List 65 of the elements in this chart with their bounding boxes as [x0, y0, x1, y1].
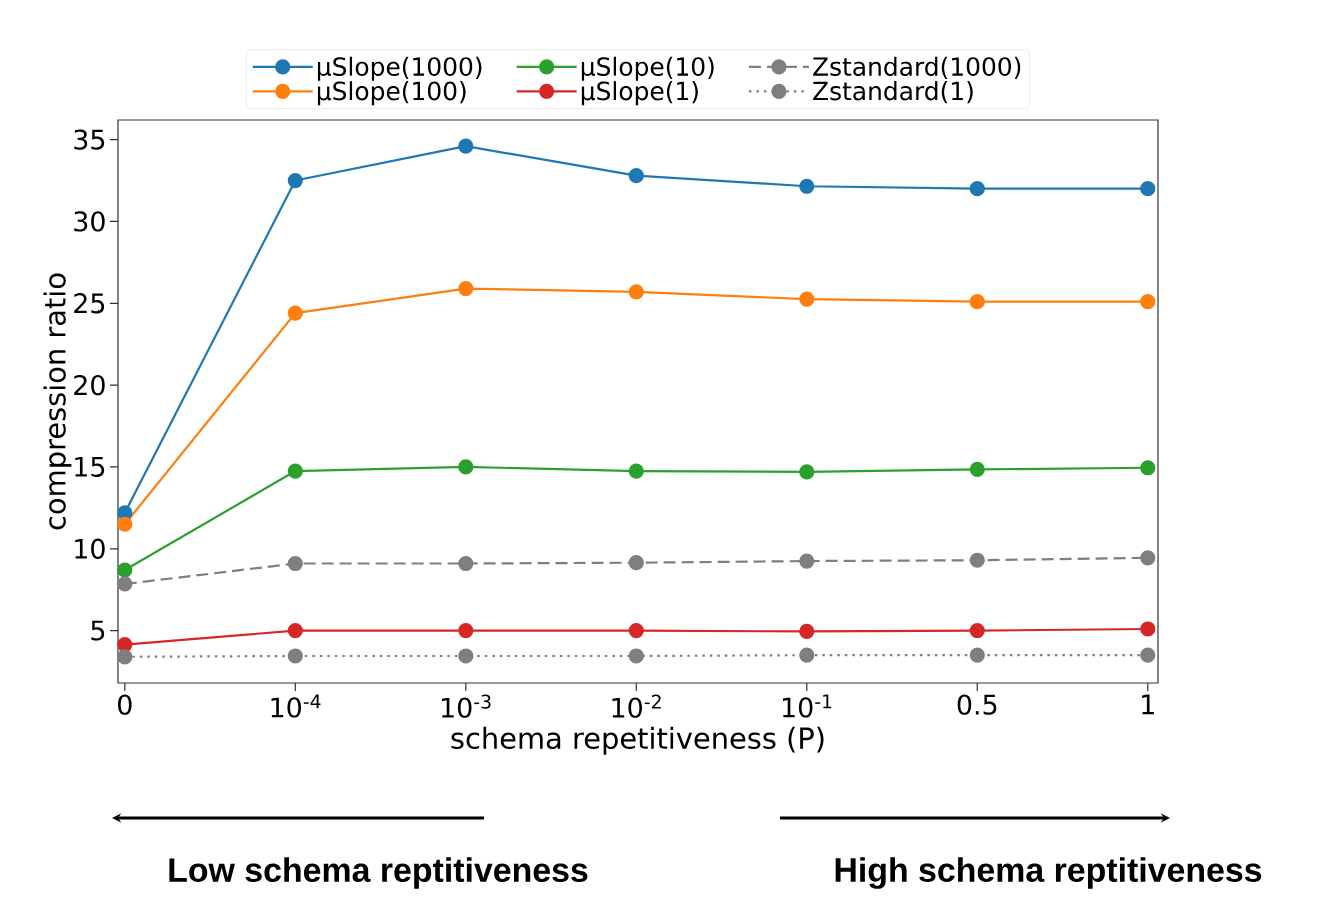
legend-label: μSlope(10): [581, 56, 714, 81]
y-tick-label: 35: [74, 129, 105, 150]
text: High schema reptitiveness: [835, 857, 1262, 889]
point: [117, 649, 133, 665]
y-tick-label: 30: [74, 211, 105, 232]
point: [287, 463, 303, 479]
point: [117, 636, 133, 653]
x-tick-label: 10$^{-4}$: [271, 694, 321, 718]
point: [1140, 181, 1156, 197]
point: [969, 647, 985, 663]
point: [287, 555, 303, 572]
point: [969, 181, 985, 197]
point: [287, 648, 303, 664]
point: [458, 280, 474, 297]
point: [969, 552, 985, 568]
y-tick-label: 10: [75, 538, 105, 559]
point: [799, 464, 815, 480]
point: [799, 623, 815, 640]
x-tick-label: 10$^{-1}$: [782, 694, 832, 718]
point: [117, 516, 133, 532]
x-tick-label: 10$^{-3}$: [442, 694, 491, 718]
point: [458, 623, 474, 639]
legend-label: μSlope(100): [317, 81, 466, 106]
point: [458, 648, 474, 664]
point: [799, 291, 815, 307]
point: [117, 562, 133, 578]
point: [287, 623, 303, 639]
point: [1140, 460, 1156, 476]
x-tick-label: 0: [118, 694, 132, 715]
x-tick-label: 1: [1142, 694, 1154, 715]
point: [287, 305, 303, 321]
legend-label: Zstandard(1): [813, 81, 973, 104]
y-tick-label: 20: [74, 374, 105, 396]
point: [628, 168, 644, 184]
point: [458, 459, 474, 475]
point: [458, 138, 474, 154]
point: [628, 555, 644, 571]
x-tick-label: 10$^{-2}$: [612, 694, 661, 718]
point: [628, 463, 644, 479]
point: [287, 172, 303, 189]
y-tick-label: 5: [91, 620, 105, 641]
point: [628, 284, 644, 300]
point: [969, 294, 985, 310]
point: [1140, 647, 1156, 663]
point: [799, 178, 815, 194]
point: [969, 623, 985, 639]
point: [799, 647, 815, 663]
y-tick-label: 15: [75, 456, 105, 477]
legend-label: Zstandard(1000): [813, 56, 1021, 79]
x-tick-label: 0.5: [957, 694, 997, 715]
legend-label: μSlope(1000): [317, 56, 482, 81]
y-axis-title: compression ratio: [43, 273, 72, 530]
point: [117, 576, 133, 592]
point: [799, 553, 815, 569]
point: [1140, 550, 1156, 566]
point: [969, 461, 985, 478]
point: [628, 623, 644, 639]
point: [1140, 621, 1156, 637]
point: [628, 648, 644, 664]
point: [1140, 294, 1156, 310]
y-tick-label: 25: [74, 293, 105, 314]
text: Low schema reptitiveness: [169, 857, 588, 889]
x-axis-title: schema repetitiveness (P): [451, 726, 824, 755]
point: [458, 555, 474, 572]
legend-label: μSlope(1): [581, 81, 698, 106]
